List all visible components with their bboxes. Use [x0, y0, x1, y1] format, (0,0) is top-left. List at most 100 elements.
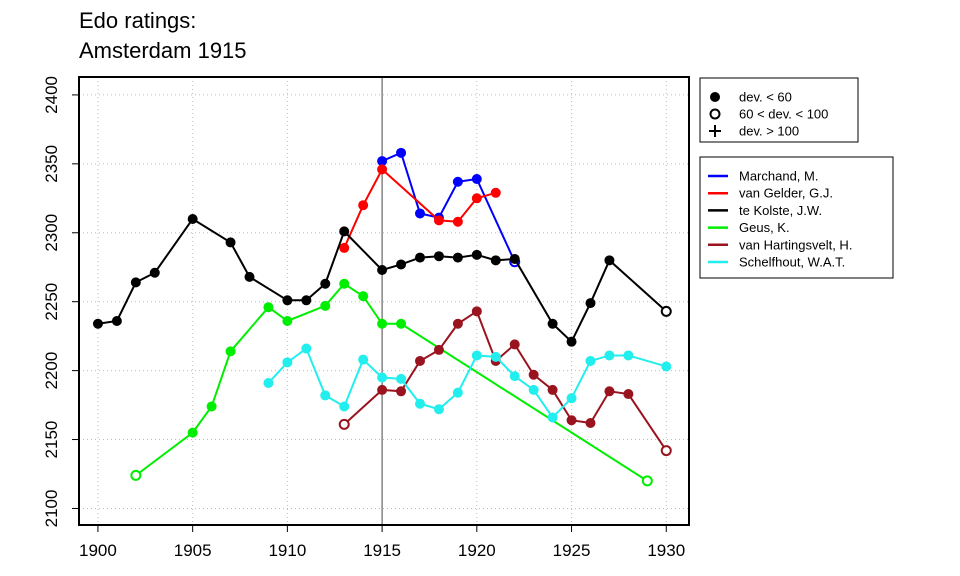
data-point	[433, 344, 444, 355]
data-point	[377, 372, 388, 383]
data-point	[414, 208, 425, 219]
axes: 1900 1905 1910 1915 1920 1925 1930 2100 2150 2200…	[42, 76, 690, 560]
data-point-open	[660, 305, 672, 317]
data-point	[528, 384, 539, 395]
data-point	[604, 255, 615, 266]
data-point	[301, 343, 312, 354]
chart-title-line-1: Edo ratings:	[79, 8, 197, 33]
data-point	[396, 386, 407, 397]
data-point	[377, 164, 388, 175]
data-point	[377, 384, 388, 395]
data-point	[509, 339, 520, 350]
data-point	[414, 252, 425, 263]
data-point	[623, 389, 634, 400]
data-point	[509, 371, 520, 382]
legend-marker-filled	[710, 92, 720, 102]
marker-legend-label: dev. < 60	[739, 90, 792, 105]
grid	[79, 77, 689, 525]
data-point	[320, 390, 331, 401]
data-point	[661, 361, 672, 372]
series-legend-label: Geus, K.	[739, 220, 790, 235]
data-point	[263, 378, 274, 389]
y-tick-label: 2200	[42, 352, 61, 390]
data-point	[566, 336, 577, 347]
chart-title-line-2: Amsterdam 1915	[79, 38, 247, 63]
data-point	[452, 176, 463, 187]
y-tick-label: 2250	[42, 283, 61, 321]
data-point	[471, 249, 482, 260]
data-point	[396, 259, 407, 270]
data-point	[509, 253, 520, 264]
data-point	[282, 315, 293, 326]
marker-legend-label: dev. > 100	[739, 124, 799, 139]
marker-legend-box	[699, 77, 859, 143]
data-point	[414, 398, 425, 409]
data-point	[358, 291, 369, 302]
data-point	[471, 350, 482, 361]
data-point-open	[641, 475, 653, 487]
data-point	[320, 278, 331, 289]
data-point	[433, 404, 444, 415]
data-point	[585, 355, 596, 366]
data-point	[585, 417, 596, 428]
data-point-open	[130, 469, 142, 481]
data-point	[377, 156, 388, 167]
series-line	[381, 151, 516, 263]
data-point	[358, 200, 369, 211]
series-legend-label: te Kolste, J.W.	[739, 203, 822, 218]
data-point	[566, 393, 577, 404]
series-legend-label: van Gelder, G.J.	[739, 186, 833, 201]
data-point	[320, 300, 331, 311]
data-point	[225, 346, 236, 357]
data-point	[396, 373, 407, 384]
data-point	[92, 318, 103, 329]
x-tick-label: 1930	[647, 541, 685, 560]
data-point	[358, 354, 369, 365]
legend-marker-open	[709, 108, 721, 120]
series-lines	[92, 147, 672, 487]
series-line	[135, 282, 648, 482]
marker-legend: dev. < 60 60 < dev. < 100 dev. > 100	[699, 77, 859, 143]
data-point	[547, 412, 558, 423]
data-point	[187, 213, 198, 224]
data-point	[130, 277, 141, 288]
data-point	[301, 295, 312, 306]
series-legend-box	[699, 156, 894, 279]
data-point	[433, 215, 444, 226]
plot-frame	[78, 76, 690, 526]
data-point	[339, 242, 350, 253]
marker-legend-label: 60 < dev. < 100	[739, 107, 828, 122]
data-point	[282, 295, 293, 306]
series-legend-label: van Hartingsvelt, H.	[739, 237, 852, 252]
data-point	[490, 255, 501, 266]
data-point	[377, 318, 388, 329]
data-point	[452, 252, 463, 263]
data-point	[566, 415, 577, 426]
x-tick-label: 1920	[458, 541, 496, 560]
data-point	[149, 267, 160, 278]
series-legend-label: Marchand, M.	[739, 169, 818, 184]
data-point	[282, 357, 293, 368]
data-point	[585, 298, 596, 309]
data-point	[187, 427, 198, 438]
x-tick-label: 1915	[363, 541, 401, 560]
data-point	[206, 401, 217, 412]
data-point	[414, 355, 425, 366]
x-tick-label: 1905	[174, 541, 212, 560]
data-point	[111, 315, 122, 326]
y-tick-label: 2300	[42, 214, 61, 252]
y-tick-label: 2350	[42, 145, 61, 183]
data-point	[339, 278, 350, 289]
x-tick-label: 1900	[79, 541, 117, 560]
data-point	[263, 302, 274, 313]
data-point	[490, 351, 501, 362]
data-point	[623, 350, 634, 361]
series-line	[343, 309, 668, 452]
data-point	[604, 350, 615, 361]
data-point	[528, 369, 539, 380]
x-tick-label: 1925	[553, 541, 591, 560]
data-point	[471, 306, 482, 317]
data-point-open	[338, 418, 350, 430]
y-tick-label: 2100	[42, 490, 61, 528]
